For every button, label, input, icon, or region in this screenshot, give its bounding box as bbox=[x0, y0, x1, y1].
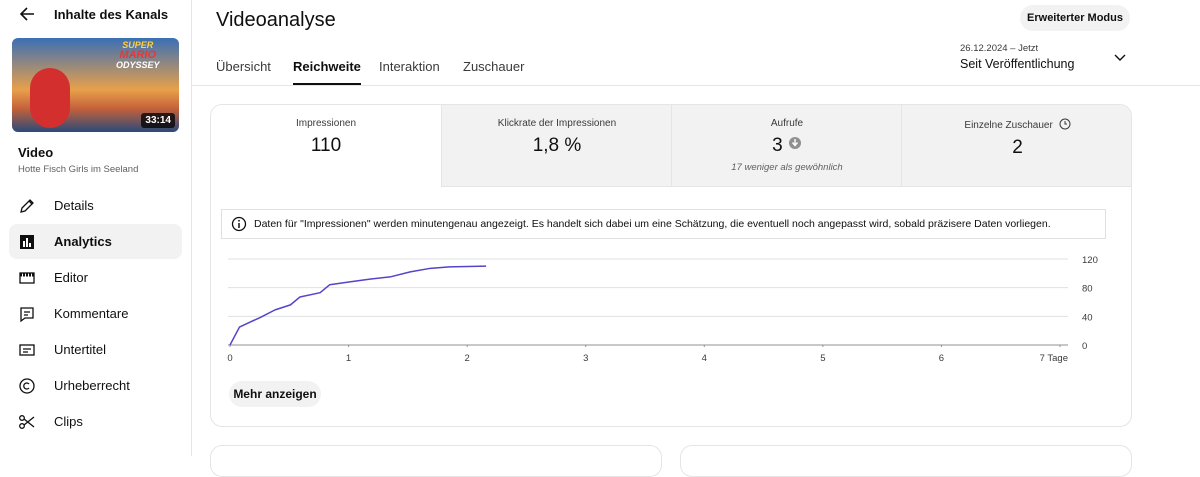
y-tick-label: 80 bbox=[1082, 284, 1093, 295]
nav-label: Kommentare bbox=[54, 306, 129, 321]
tab[interactable]: Reichweite bbox=[293, 59, 361, 85]
x-tick-label: 1 bbox=[346, 353, 351, 364]
nav-icon bbox=[20, 307, 34, 323]
y-tick-label: 0 bbox=[1082, 341, 1087, 352]
dropdown-icon[interactable] bbox=[1113, 52, 1127, 64]
y-tick-label: 40 bbox=[1082, 312, 1093, 323]
card-partial bbox=[210, 445, 662, 477]
nav-item[interactable]: Clips bbox=[9, 404, 182, 439]
metric-value-text: 3 bbox=[772, 135, 783, 156]
logo-line: SUPER bbox=[122, 40, 154, 50]
more-button[interactable]: Mehr anzeigen bbox=[229, 381, 321, 407]
nav-label: Editor bbox=[54, 270, 88, 285]
metric[interactable]: Einzelne Zuschauer 2 bbox=[901, 105, 1131, 187]
thumbnail-logo: SUPER MARIO ODYSSEY bbox=[116, 40, 160, 70]
mode-button[interactable]: Erweiterter Modus bbox=[1020, 5, 1130, 31]
x-tick-label: 3 bbox=[583, 353, 588, 364]
info-box: Daten für "Impressionen" werden minuteng… bbox=[221, 209, 1106, 239]
card-partial bbox=[680, 445, 1132, 477]
nav-label: Analytics bbox=[54, 234, 112, 249]
x-tick-label: 0 bbox=[227, 353, 232, 364]
metric-label: Einzelne Zuschauer bbox=[902, 118, 1131, 131]
x-tick-label: 4 bbox=[702, 353, 707, 364]
nav-icon bbox=[19, 415, 35, 429]
metric-label: Aufrufe bbox=[770, 118, 804, 129]
duration: 33:14 bbox=[141, 113, 175, 128]
y-tick-label: 120 bbox=[1082, 255, 1098, 266]
metric-label: Klickrate der Impressionen bbox=[497, 118, 617, 129]
sidebar: Inhalte des Kanals SUPER MARIO ODYSSEY 3… bbox=[0, 0, 192, 456]
back-label[interactable]: Inhalte des Kanals bbox=[54, 7, 169, 22]
analytics-card: Impressionen 110 Klickrate der Impressio… bbox=[210, 104, 1132, 427]
metric[interactable]: Klickrate der Impressionen 1,8 % bbox=[441, 105, 672, 187]
metric-value: 110 bbox=[310, 135, 342, 156]
nav-item[interactable]: Details bbox=[9, 188, 182, 223]
divider bbox=[192, 85, 1200, 86]
x-tick-label: 6 bbox=[939, 353, 944, 364]
metric-note: 17 weniger als gewöhnlich bbox=[731, 162, 843, 173]
nav-icon bbox=[19, 378, 35, 394]
nav-label: Untertitel bbox=[54, 342, 107, 357]
date-label[interactable]: Seit Veröffentlichung bbox=[960, 57, 1075, 71]
line-chart: 0 40 80 120 0 1 2 3 4 5 6 7 Tage bbox=[227, 255, 1098, 364]
down-icon bbox=[788, 137, 801, 149]
video-label: Video bbox=[18, 145, 54, 160]
page-title: Videoanalyse bbox=[216, 9, 336, 31]
nav-label: Urheberrecht bbox=[54, 378, 130, 393]
nav-item[interactable]: Analytics bbox=[9, 224, 182, 259]
info-icon bbox=[231, 216, 247, 232]
thumbnail[interactable]: SUPER MARIO ODYSSEY 33:14 bbox=[12, 38, 179, 132]
nav-icon bbox=[19, 344, 35, 356]
tab[interactable]: Interaktion bbox=[379, 59, 440, 74]
x-tick-label: 2 bbox=[464, 353, 469, 364]
clock-icon bbox=[1059, 118, 1071, 130]
metric[interactable]: Impressionen 110 bbox=[211, 105, 441, 186]
nav-icon bbox=[19, 272, 35, 284]
nav-label: Clips bbox=[54, 414, 83, 429]
metric-value: 1,8 % bbox=[532, 135, 582, 156]
nav-item[interactable]: Urheberrecht bbox=[9, 368, 182, 403]
nav-item[interactable]: Editor bbox=[9, 260, 182, 295]
tab[interactable]: Übersicht bbox=[216, 59, 271, 74]
video-title: Hotte Fisch Girls im Seeland bbox=[18, 164, 139, 175]
x-tick-label: 7 Tage bbox=[1040, 353, 1068, 364]
thumbnail-figure bbox=[30, 68, 70, 128]
info-text: Daten für "Impressionen" werden minuteng… bbox=[254, 218, 1051, 230]
metric[interactable]: Aufrufe 3 17 weniger als gewöhnlich bbox=[671, 105, 902, 187]
date-period: 26.12.2024 – Jetzt bbox=[960, 43, 1039, 54]
metric-value: 3 bbox=[672, 135, 902, 157]
metric-label-text: Einzelne Zuschauer bbox=[964, 120, 1053, 131]
nav-icon bbox=[20, 235, 34, 249]
nav-icon bbox=[20, 199, 34, 213]
nav-item[interactable]: Kommentare bbox=[9, 296, 182, 331]
logo-line: MARIO bbox=[119, 49, 157, 61]
nav-item[interactable]: Untertitel bbox=[9, 332, 182, 367]
nav-label: Details bbox=[54, 198, 94, 213]
logo-line: ODYSSEY bbox=[116, 60, 160, 70]
metric-label: Impressionen bbox=[295, 118, 357, 129]
tab[interactable]: Zuschauer bbox=[463, 59, 525, 74]
series-line bbox=[229, 265, 487, 346]
back-icon[interactable] bbox=[18, 5, 36, 23]
x-tick-label: 5 bbox=[820, 353, 825, 364]
metric-value: 2 bbox=[1012, 137, 1023, 158]
